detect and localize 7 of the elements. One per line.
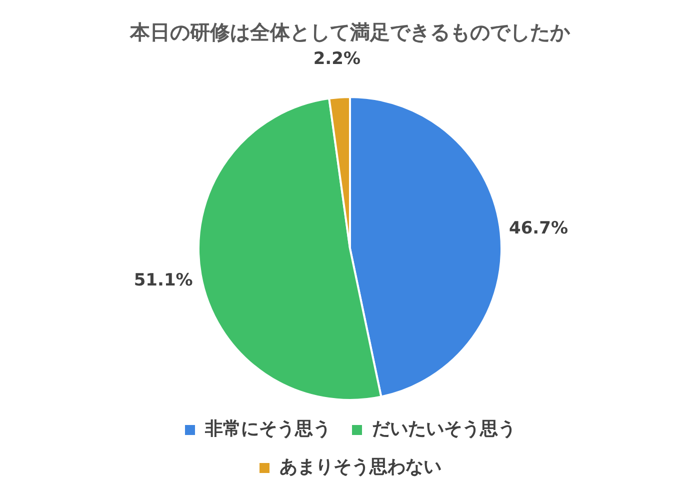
- chart-title: 本日の研修は全体として満足できるものでしたか: [129, 20, 571, 44]
- data-label: 46.7%: [508, 218, 568, 238]
- legend-label: だいたいそう思う: [372, 418, 516, 440]
- legend-label: あまりそう思わない: [280, 456, 442, 478]
- data-label: 2.2%: [313, 48, 360, 69]
- legend-label: 非常にそう思う: [204, 418, 331, 440]
- data-label: 51.1%: [134, 270, 193, 290]
